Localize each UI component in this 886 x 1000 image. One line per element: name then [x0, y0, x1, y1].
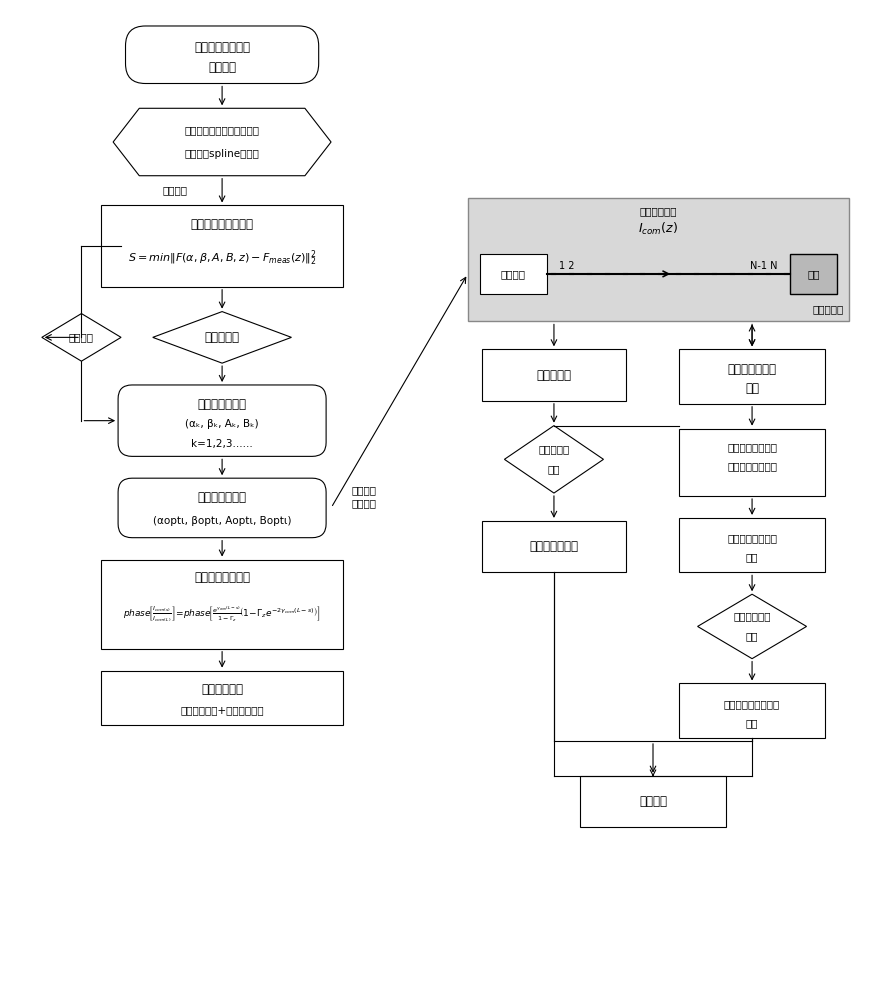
Text: 汽车电子: 汽车电子	[501, 269, 525, 279]
Text: 计算: 计算	[746, 552, 758, 562]
FancyBboxPatch shape	[679, 518, 826, 572]
Text: $phase\!\left[\frac{I_{com(s)}}{I_{com(L)}}\right]\!=\!phase\!\left[\frac{e^{\ga: $phase\!\left[\frac{I_{com(s)}}{I_{com(L…	[123, 605, 321, 624]
Text: 初始值确定: 初始值确定	[205, 331, 239, 344]
Polygon shape	[113, 108, 331, 176]
Text: 线束电流在导电平: 线束电流在导电平	[727, 442, 777, 452]
FancyBboxPatch shape	[118, 385, 326, 456]
Text: 等效表面电流: 等效表面电流	[734, 612, 771, 622]
FancyBboxPatch shape	[679, 429, 826, 496]
Text: N-1 N: N-1 N	[750, 261, 778, 271]
Text: 有限导电面: 有限导电面	[813, 305, 844, 315]
Text: 多重偶极子: 多重偶极子	[539, 444, 570, 454]
FancyBboxPatch shape	[118, 478, 326, 538]
FancyBboxPatch shape	[101, 560, 344, 649]
FancyBboxPatch shape	[789, 254, 837, 294]
FancyBboxPatch shape	[482, 521, 626, 572]
Text: 输入参数: 输入参数	[162, 186, 188, 196]
FancyBboxPatch shape	[679, 349, 826, 404]
Text: 面上切向磁场分布: 面上切向磁场分布	[727, 461, 777, 471]
Text: 磁场: 磁场	[746, 718, 758, 728]
Text: 线束共模: 线束共模	[351, 485, 377, 495]
FancyBboxPatch shape	[101, 205, 344, 287]
Text: 求得: 求得	[746, 631, 758, 641]
FancyBboxPatch shape	[468, 198, 849, 321]
Text: 值分布（spline函数）: 值分布（spline函数）	[184, 149, 260, 159]
Text: 线束共模电磁场: 线束共模电磁场	[530, 540, 579, 553]
Text: 剖分: 剖分	[745, 382, 759, 395]
Text: 导电平面的网格: 导电平面的网格	[727, 363, 776, 376]
Text: 导电平面电流密度: 导电平面电流密度	[727, 534, 777, 544]
Text: (αₖ, βₖ, Aₖ, Bₖ): (αₖ, βₖ, Aₖ, Bₖ)	[185, 419, 259, 429]
Text: 电流输入: 电流输入	[351, 498, 377, 508]
Text: 优化过程: 优化过程	[69, 332, 94, 342]
Text: 最优共模参数组: 最优共模参数组	[198, 491, 246, 504]
FancyBboxPatch shape	[479, 254, 547, 294]
Text: （计算相位值+测量幅值值）: （计算相位值+测量幅值值）	[180, 705, 264, 715]
Text: $I_{com}(z)$: $I_{com}(z)$	[639, 221, 679, 237]
Text: k=1,2,3......: k=1,2,3......	[191, 439, 253, 449]
FancyBboxPatch shape	[482, 349, 626, 401]
Text: 测量值数值拟合后的电流幅: 测量值数值拟合后的电流幅	[184, 125, 260, 135]
Text: 测量点上频域电流: 测量点上频域电流	[194, 41, 250, 54]
Polygon shape	[152, 312, 291, 363]
Text: 1 2: 1 2	[559, 261, 574, 271]
FancyBboxPatch shape	[579, 776, 727, 827]
Text: 线束共模电流: 线束共模电流	[640, 206, 677, 216]
Polygon shape	[504, 426, 603, 493]
Text: 有限导电面的共模电: 有限导电面的共模电	[724, 699, 781, 709]
Text: 总电磁场: 总电磁场	[639, 795, 667, 808]
Text: (αoptι, βoptι, Aoptι, Boptι): (αoptι, βoptι, Aoptι, Boptι)	[153, 516, 291, 526]
Text: 幅值测量: 幅值测量	[208, 61, 236, 74]
Text: 模型: 模型	[548, 464, 560, 474]
FancyBboxPatch shape	[679, 683, 826, 738]
FancyBboxPatch shape	[101, 671, 344, 725]
Polygon shape	[42, 314, 121, 361]
Text: 分布电流相位计算: 分布电流相位计算	[194, 571, 250, 584]
Text: 求解共模参数组: 求解共模参数组	[198, 398, 246, 411]
Text: 线束的划分: 线束的划分	[536, 369, 571, 382]
Text: 优化函数的目标函数: 优化函数的目标函数	[190, 218, 253, 231]
Polygon shape	[697, 594, 806, 659]
Text: $S=min\|F(\alpha,\beta,A,B,z)-F_{meas}(z)\|_2^2$: $S=min\|F(\alpha,\beta,A,B,z)-F_{meas}(z…	[128, 249, 316, 268]
Text: 负载: 负载	[807, 269, 820, 279]
Text: 共模分布电流: 共模分布电流	[201, 683, 243, 696]
FancyBboxPatch shape	[126, 26, 319, 83]
